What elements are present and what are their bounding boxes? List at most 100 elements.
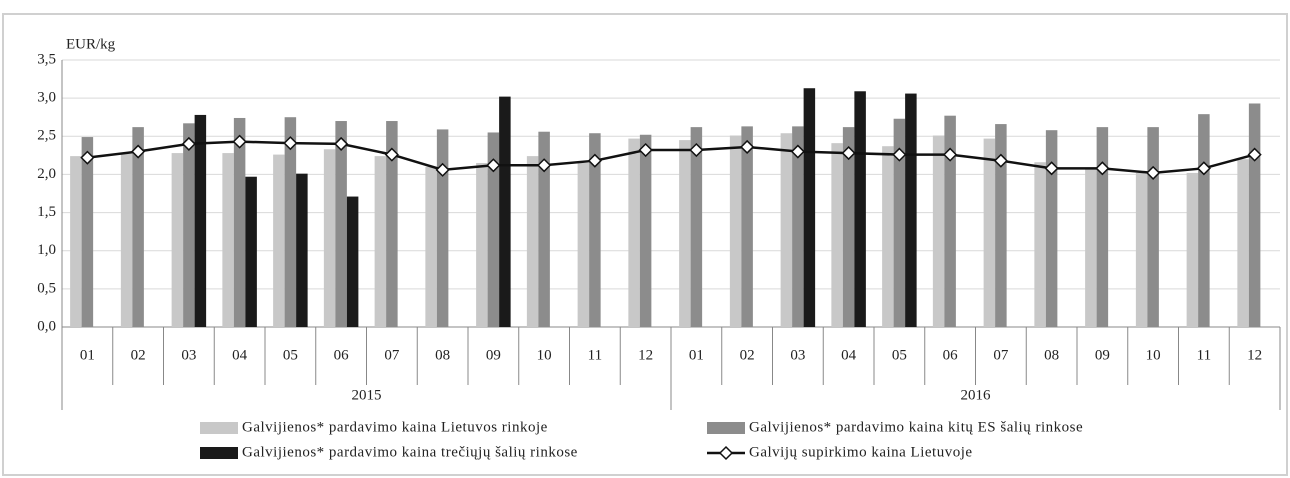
bar <box>741 126 753 328</box>
bar <box>628 138 640 327</box>
line-marker <box>181 136 196 151</box>
bar <box>831 143 843 327</box>
bar <box>1034 162 1046 327</box>
line-marker <box>131 144 146 159</box>
bar <box>425 166 437 327</box>
legend-label: Galvijienos* pardavimo kaina kitų ES šal… <box>749 419 1083 435</box>
y-tick-label: 2,0 <box>37 166 56 182</box>
legend-swatch <box>200 422 238 434</box>
bar <box>284 117 297 327</box>
bar <box>589 133 601 327</box>
bar <box>245 176 257 327</box>
y-tick-label: 3,5 <box>37 51 56 67</box>
bar <box>171 153 184 327</box>
line-marker <box>841 146 856 161</box>
x-tick-label: 08 <box>435 347 450 363</box>
line-marker <box>1044 161 1059 176</box>
x-tick-label: 12 <box>638 347 653 363</box>
y-tick-label: 3,0 <box>37 90 56 106</box>
line-marker <box>892 147 907 162</box>
y-tick-label: 1,5 <box>37 204 56 220</box>
x-tick-label: 05 <box>283 347 298 363</box>
x-tick-label: 06 <box>334 347 350 363</box>
line-marker <box>435 162 450 177</box>
bar <box>476 162 488 327</box>
legend-swatch-marker <box>718 445 734 461</box>
line-marker <box>689 142 704 158</box>
bar <box>729 135 742 327</box>
bar <box>893 118 906 328</box>
bar <box>1045 130 1058 327</box>
legend-label: Galvijų supirkimo kaina Lietuvoje <box>749 444 973 460</box>
bar <box>690 127 703 327</box>
bar <box>222 153 234 327</box>
bar <box>132 127 144 327</box>
bar <box>983 138 996 327</box>
bar <box>679 140 691 327</box>
line-marker <box>740 139 755 155</box>
bar <box>780 133 793 327</box>
bar <box>526 156 539 327</box>
line-marker <box>486 158 501 173</box>
bar <box>194 114 207 327</box>
bar <box>183 123 195 328</box>
bar <box>499 96 511 327</box>
bar <box>1237 159 1249 327</box>
x-tick-label: 09 <box>486 347 501 363</box>
bar <box>335 121 347 328</box>
bar <box>1085 168 1097 327</box>
x-tick-label: 07 <box>993 347 1009 363</box>
x-tick-label: 01 <box>689 347 704 363</box>
x-tick-label: 08 <box>1044 347 1059 363</box>
group-label: 2016 <box>961 387 992 403</box>
bar <box>932 135 945 327</box>
line-marker <box>638 142 653 158</box>
line-marker <box>790 144 805 159</box>
y-tick-label: 0,0 <box>37 318 56 334</box>
y-tick-label: 2,5 <box>37 128 56 144</box>
line-marker <box>537 158 552 173</box>
legend-label: Galvijienos* pardavimo kaina trečiųjų ša… <box>242 444 578 460</box>
x-tick-label: 02 <box>740 347 755 363</box>
bar <box>882 146 894 327</box>
line-marker <box>943 147 958 162</box>
x-tick-label: 04 <box>232 347 248 363</box>
line-marker <box>384 147 399 162</box>
bar <box>944 115 956 327</box>
line-marker <box>1146 165 1161 180</box>
y-tick-label: 1,0 <box>37 242 56 258</box>
bar <box>905 93 917 328</box>
bar <box>995 124 1007 327</box>
line-marker <box>334 136 349 151</box>
bar <box>374 156 387 327</box>
bar <box>639 134 652 327</box>
bar <box>346 196 359 327</box>
bar <box>70 156 82 327</box>
bar <box>842 127 855 327</box>
line-marker <box>993 153 1008 168</box>
group-label: 2015 <box>352 387 382 403</box>
line-marker <box>1247 147 1262 162</box>
x-tick-label: 11 <box>588 347 602 363</box>
x-tick-label: 03 <box>181 347 196 363</box>
x-tick-label: 02 <box>131 347 146 363</box>
bar <box>273 154 285 327</box>
line <box>87 140 1255 175</box>
line-marker <box>1095 161 1110 176</box>
bar <box>803 88 816 328</box>
x-tick-label: 06 <box>943 347 959 363</box>
bar <box>487 132 500 327</box>
x-tick-label: 04 <box>841 347 857 363</box>
legend-label: Galvijienos* pardavimo kaina Lietuvos ri… <box>242 419 548 435</box>
bar <box>436 129 449 327</box>
x-tick-label: 03 <box>790 347 805 363</box>
y-tick-label: 0,5 <box>37 280 56 296</box>
line-marker <box>80 150 95 165</box>
bar <box>854 91 866 327</box>
bar <box>538 131 550 327</box>
x-tick-label: 11 <box>1197 347 1211 363</box>
bar <box>81 137 94 327</box>
x-tick-label: 12 <box>1247 347 1262 363</box>
bar <box>577 162 590 327</box>
